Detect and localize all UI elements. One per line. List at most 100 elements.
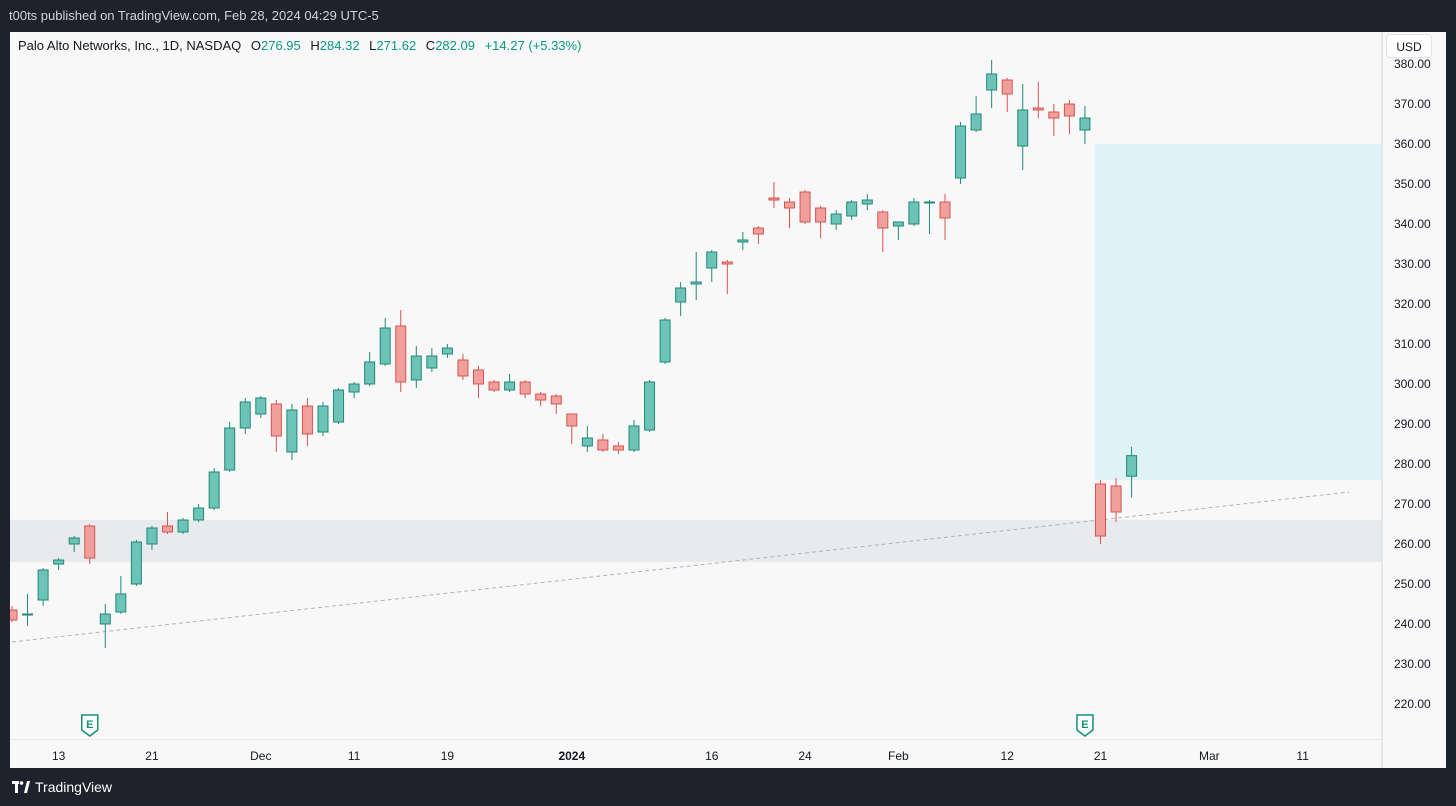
candle-body [908,201,920,225]
y-tick-label: 380.00 [1394,57,1431,71]
candle-body [53,559,65,565]
candle [270,400,282,452]
y-tick-label: 340.00 [1394,217,1431,231]
candle-body [566,413,578,427]
x-tick-label: 21 [1094,749,1108,763]
candle [177,518,189,534]
candle-body [84,525,96,559]
candle [441,344,453,358]
candle [488,380,500,392]
candle-body [208,471,220,509]
candle [737,232,749,250]
candle-body [286,409,298,453]
candle-body [892,221,904,227]
candle [535,392,547,406]
candle-body [255,397,267,415]
candle-body [473,369,484,385]
x-tick-label: 13 [52,749,66,763]
candle [721,260,733,294]
y-tick-label: 240.00 [1394,617,1431,631]
candle-body [239,401,251,429]
candlestick-chart[interactable]: E E 13 21 Dec 11 19 2024 16 24 Feb 12 21 Mar 11 380.00 3… [10,32,1446,768]
x-tick-label: 12 [1001,749,1015,763]
candle-body [815,207,827,223]
candle [628,420,640,452]
candle [597,434,609,452]
y-tick-label: 330.00 [1394,257,1431,271]
candle [1095,480,1106,544]
brand-label: TradingView [35,779,113,795]
y-tick-label: 220.00 [1394,697,1431,711]
candle-body [1095,483,1106,537]
x-tick-label: 11 [1296,749,1309,763]
chart-area[interactable]: E E 13 21 Dec 11 19 2024 16 24 Feb 12 21 Mar 11 380.00 3… [10,32,1446,768]
high-value: 284.32 [319,38,360,53]
x-tick-label: 16 [705,749,719,763]
candle [115,576,127,614]
high-label: H [310,38,320,53]
candle [846,200,858,220]
candle-body [799,191,811,223]
x-tick-label: 19 [441,749,455,763]
y-tick-label: 230.00 [1394,657,1431,671]
candle [146,526,158,550]
candle [208,468,220,510]
y-tick-label: 310.00 [1394,337,1431,351]
earnings-marker[interactable]: E [1076,714,1094,737]
candle [255,396,267,418]
candle [504,374,516,392]
footer-bar: TradingView [0,768,1456,806]
candle [768,182,780,208]
currency-button[interactable]: USD [1386,34,1432,58]
candle [239,398,251,434]
candle-body [737,239,749,243]
candle [193,504,205,522]
candle-body [426,355,438,369]
earnings-marker[interactable]: E [81,714,99,737]
x-tick-label: 2024 [558,749,585,763]
candle [519,380,531,398]
candle-body [628,425,640,451]
candle-body [877,211,889,229]
candle [68,536,80,552]
tradingview-logo-icon [12,781,30,793]
candle [1126,446,1138,498]
earnings-label: E [86,719,93,731]
candle [644,380,656,432]
candle-body [970,113,982,131]
x-tick-label: 21 [145,749,159,763]
candle [286,404,298,460]
low-value: 271.62 [376,38,417,53]
candle-body [10,609,18,621]
candle [566,413,578,444]
candle-body [301,405,313,435]
candle-body [519,381,531,395]
candle [162,512,173,534]
earnings-label: E [1081,719,1088,731]
candle-body [830,213,842,225]
candle-body [488,381,500,391]
publisher-text: t00ts published on TradingView.com, Feb … [9,8,379,23]
candle-body [939,201,951,219]
candle [301,398,313,446]
y-tick-label: 370.00 [1394,97,1431,111]
candle-body [130,541,142,585]
y-tick-label: 280.00 [1394,457,1431,471]
candle [1017,84,1029,170]
candle [473,366,484,398]
open-label: O [250,38,261,53]
y-tick-label: 250.00 [1394,577,1431,591]
candle-body [333,389,345,423]
candle [1063,100,1075,134]
candle [10,606,18,622]
candle [690,252,702,300]
tradingview-logo[interactable]: TradingView [12,779,112,795]
candle [1001,78,1013,112]
trendline[interactable] [11,491,1350,643]
candle [659,318,671,364]
y-tick-label: 260.00 [1394,537,1431,551]
y-tick-label: 350.00 [1394,177,1431,191]
publisher-header: t00ts published on TradingView.com, Feb … [0,0,1456,32]
candle [830,210,842,230]
candle-body [115,593,127,613]
